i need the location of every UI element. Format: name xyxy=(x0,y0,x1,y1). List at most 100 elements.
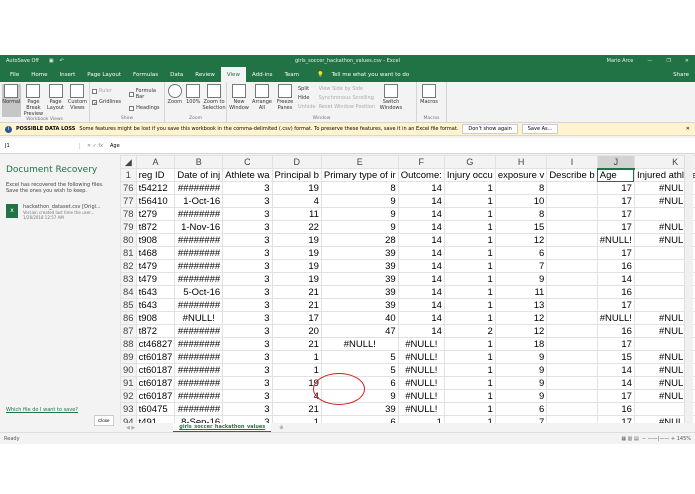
cell[interactable]: t60475 xyxy=(135,402,176,416)
cell[interactable] xyxy=(546,181,598,195)
cell[interactable]: 19 xyxy=(271,181,322,195)
freeze-panes-button[interactable]: Freeze Panes xyxy=(275,84,295,116)
cell[interactable]: 8 xyxy=(494,181,548,195)
cell[interactable] xyxy=(546,233,598,247)
cell[interactable]: Injury occu xyxy=(443,168,496,182)
cell[interactable]: #NULL! xyxy=(174,311,224,325)
cell[interactable]: 3 xyxy=(222,402,273,416)
cell[interactable] xyxy=(546,376,598,390)
cell[interactable]: #NULL! xyxy=(596,233,635,247)
cell[interactable]: 3 xyxy=(222,324,273,338)
normal-view-button[interactable]: Normal xyxy=(2,84,21,117)
cell[interactable]: 3 xyxy=(222,311,273,325)
save-icon[interactable]: ▣ xyxy=(48,58,54,64)
cell[interactable]: 2 xyxy=(443,324,496,338)
cell[interactable]: 1 xyxy=(271,363,322,377)
cell[interactable]: 16 xyxy=(596,402,635,416)
column-header[interactable]: B xyxy=(174,155,224,169)
fx-icon[interactable]: ✕ ✓ fx xyxy=(86,142,104,149)
zoom-slider[interactable]: ▦ ▥ ▤ − ——|—— + 145% xyxy=(621,435,691,442)
cell[interactable]: 1 xyxy=(443,207,496,221)
cell[interactable]: 13 xyxy=(494,298,548,312)
cell[interactable]: 9 xyxy=(320,207,399,221)
cell[interactable]: #NULL! xyxy=(397,350,445,364)
cell[interactable]: 9 xyxy=(320,194,399,208)
cell[interactable]: 7 xyxy=(494,259,548,273)
cell[interactable]: 6 xyxy=(494,402,548,416)
cell[interactable]: 17 xyxy=(596,246,635,260)
cell[interactable] xyxy=(546,298,598,312)
tab-view[interactable]: View xyxy=(220,67,246,82)
cell[interactable] xyxy=(546,363,598,377)
cell[interactable]: t908 xyxy=(135,233,176,247)
cell[interactable]: 17 xyxy=(596,220,635,234)
cell[interactable]: 14 xyxy=(397,194,445,208)
cell[interactable]: 1-Oct-16 xyxy=(174,194,224,208)
cell[interactable]: 1 xyxy=(443,272,496,286)
cell[interactable]: 9 xyxy=(494,350,548,364)
save-as-button[interactable]: Save As... xyxy=(521,124,559,134)
reset-window-position-button[interactable]: Reset Window Position xyxy=(318,104,375,110)
column-header[interactable]: J xyxy=(596,155,635,170)
cell[interactable]: 47 xyxy=(320,324,399,338)
cell[interactable]: 10 xyxy=(494,194,548,208)
cell[interactable]: #NULL! xyxy=(596,311,635,325)
cell[interactable]: ct60187 xyxy=(135,376,176,390)
row-number[interactable]: 78 xyxy=(120,207,137,221)
cell[interactable]: 1 xyxy=(443,376,496,390)
cell[interactable]: 1 xyxy=(443,233,496,247)
cell[interactable]: 3 xyxy=(222,272,273,286)
cell[interactable]: 1 xyxy=(443,181,496,195)
cell[interactable]: 17 xyxy=(596,298,635,312)
cell[interactable]: 28 xyxy=(320,233,399,247)
cell[interactable]: 1 xyxy=(443,246,496,260)
cell[interactable]: 3 xyxy=(222,207,273,221)
column-header[interactable]: G xyxy=(443,155,496,169)
cell[interactable]: 39 xyxy=(320,272,399,286)
dont-show-again-button[interactable]: Don't show again xyxy=(462,124,518,134)
page-layout-button[interactable]: Page Layout xyxy=(46,84,65,117)
cell[interactable]: 16 xyxy=(596,324,635,338)
cell[interactable]: 17 xyxy=(596,194,635,208)
tell-me-input[interactable]: 💡 Tell me what you want to do xyxy=(317,71,410,78)
cell[interactable]: #NULL! xyxy=(397,363,445,377)
cell[interactable]: t872 xyxy=(135,220,176,234)
cell[interactable]: ######## xyxy=(174,350,224,364)
cell[interactable]: ######## xyxy=(174,389,224,403)
tab-insert[interactable]: Insert xyxy=(59,71,76,78)
cell[interactable]: 11 xyxy=(494,285,548,299)
split-button[interactable]: Split xyxy=(298,86,310,92)
zoom-100-button[interactable]: 100% xyxy=(186,84,202,116)
row-number[interactable]: 93 xyxy=(120,402,137,416)
cell[interactable] xyxy=(546,220,598,234)
tab-add-ins[interactable]: Add-ins xyxy=(251,71,273,78)
cell[interactable]: 6 xyxy=(494,246,548,260)
cell[interactable]: Date of inj xyxy=(174,168,224,182)
cell[interactable]: 14 xyxy=(397,324,445,338)
cell[interactable]: 1 xyxy=(443,194,496,208)
cell[interactable]: 3 xyxy=(222,389,273,403)
cell[interactable]: 5-Oct-16 xyxy=(174,285,224,299)
cell[interactable]: 21 xyxy=(271,402,322,416)
row-number[interactable]: 89 xyxy=(120,350,137,364)
cell[interactable]: 8 xyxy=(320,181,399,195)
gridlines-checkbox[interactable]: ✓ Gridlines xyxy=(92,99,122,107)
cell[interactable]: 1 xyxy=(443,402,496,416)
hide-button[interactable]: Hide xyxy=(298,95,310,101)
cell[interactable]: ######## xyxy=(174,207,224,221)
cell[interactable] xyxy=(546,337,598,351)
cell[interactable]: 14 xyxy=(596,363,635,377)
cell[interactable]: 18 xyxy=(494,337,548,351)
cell[interactable]: ct60187 xyxy=(135,350,176,364)
cell[interactable]: 3 xyxy=(222,246,273,260)
tab-data[interactable]: Data xyxy=(170,71,184,78)
cell[interactable]: 19 xyxy=(271,259,322,273)
column-header[interactable]: D xyxy=(271,155,322,169)
cell[interactable]: t279 xyxy=(135,207,176,221)
cell[interactable]: 14 xyxy=(397,233,445,247)
cell[interactable]: 39 xyxy=(320,246,399,260)
cell[interactable] xyxy=(546,311,598,325)
cell[interactable]: 19 xyxy=(271,233,322,247)
undo-icon[interactable]: ↶ xyxy=(59,58,64,64)
cell[interactable] xyxy=(546,350,598,364)
